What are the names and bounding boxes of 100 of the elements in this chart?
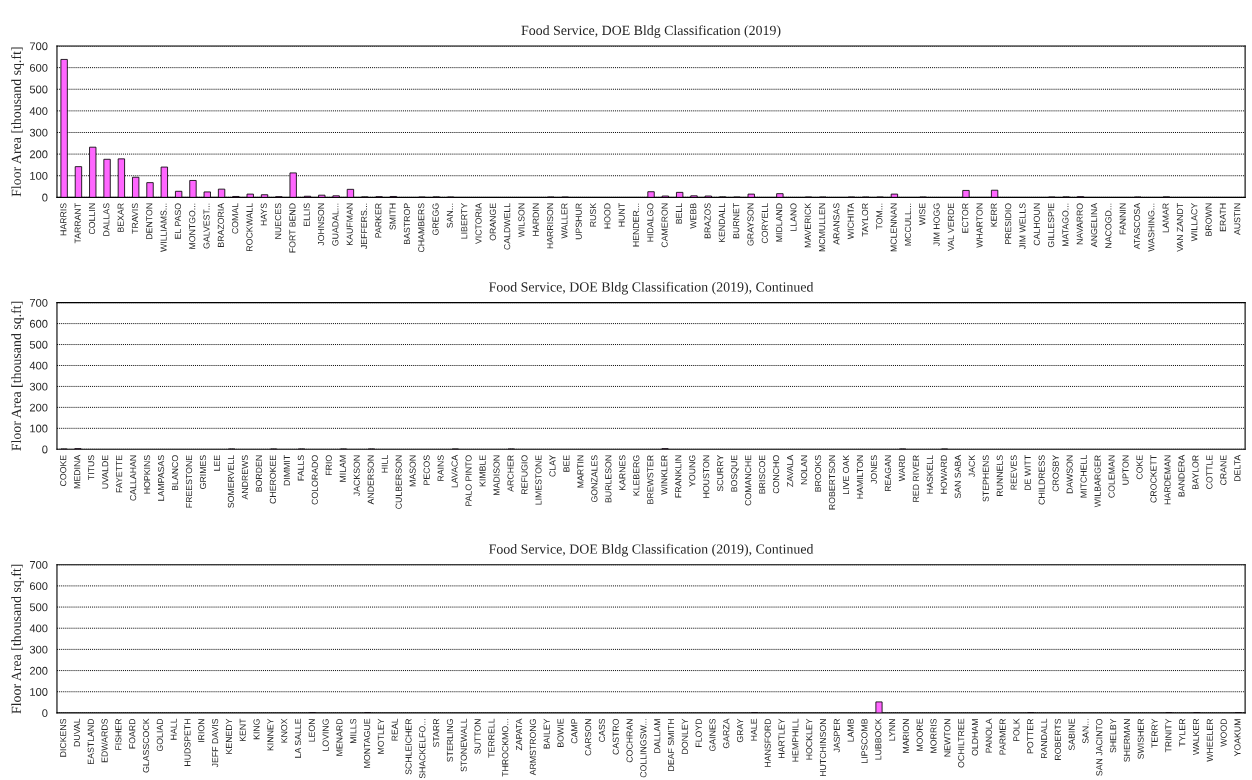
bar	[89, 146, 97, 198]
x-tick-label: KIMBLE	[479, 455, 486, 487]
x-tick-label: BOSQUE	[731, 455, 739, 492]
x-tick-label: PECOS	[423, 455, 430, 485]
x-tick-label: KENT	[239, 718, 246, 742]
x-tick-label: DEAF SMITH	[667, 719, 675, 771]
x-tick-label: KARNES	[619, 455, 626, 491]
bar	[990, 189, 999, 198]
x-tick-label: HANSFORD	[764, 718, 771, 767]
x-tick-label: BEE	[563, 455, 570, 472]
x-tick-label: BAYLOR	[1192, 455, 1199, 489]
x-tick-label: SHERMAN	[1123, 719, 1131, 762]
x-tick-label: LIBERTY	[461, 203, 468, 239]
y-tick-label: 100	[30, 424, 48, 433]
x-tick-label: BASTROP	[403, 203, 411, 244]
bar	[346, 188, 355, 198]
x-tick-label: SAN...	[1082, 719, 1089, 744]
chart-title: Food Service, DOE Bldg Classification (2019)	[521, 25, 781, 38]
x-tick-label: ZAVALA	[787, 454, 794, 487]
x-tick-label: WASHING...	[1148, 203, 1155, 252]
x-tick-label: MORRIS	[930, 718, 937, 753]
x-tick-label: BORDEN	[255, 455, 262, 492]
x-tick-label: REAL	[391, 718, 398, 741]
x-tick-label: DIMMIT	[283, 455, 290, 486]
y-tick-label: 100	[30, 688, 48, 696]
x-tick-label: HALL	[170, 718, 177, 740]
x-tick-label: KLEBERG	[633, 455, 640, 496]
x-tick-label: MARTIN	[577, 455, 584, 488]
y-tick-label: 700	[29, 298, 48, 307]
x-tick-label: HARDIN	[532, 203, 539, 236]
x-tick-label: TERRELL	[488, 718, 495, 758]
y-tick-label: 400	[29, 107, 48, 116]
x-tick-label: MONTAGUE	[363, 718, 371, 768]
y-tick-label: 0	[42, 445, 48, 454]
y-tick-label: 400	[29, 624, 48, 633]
x-tick-label: ROCKWALL	[246, 203, 253, 251]
x-tick-label: KENDALL	[718, 203, 725, 243]
bar	[203, 191, 211, 198]
x-tick-label: TYLER	[1179, 718, 1186, 747]
x-tick-label: UVALDE	[102, 455, 109, 489]
x-tick-label: REAGAN	[884, 455, 892, 492]
x-tick-label: SWISHER	[1137, 718, 1144, 759]
x-tick-label: HOUSTON	[703, 455, 710, 498]
x-tick-label: TERRY	[1151, 718, 1158, 748]
x-tick-label: STERLING	[446, 719, 454, 762]
y-tick-label: 200	[29, 666, 48, 675]
x-tick-label: PRESIDIO	[1005, 203, 1012, 244]
x-tick-label: MITCHELL	[1080, 455, 1087, 498]
x-tick-label: BRISCOE	[759, 455, 766, 494]
x-tick-label: DENTON	[146, 203, 153, 239]
y-tick-label: 500	[29, 603, 48, 612]
x-tick-label: MOTLEY	[377, 718, 384, 754]
x-tick-label: HARTLEY	[778, 718, 785, 758]
x-tick-label: FAYETTE	[116, 455, 123, 493]
x-tick-label: HAYS	[260, 203, 267, 226]
x-tick-label: NACOGD...	[1105, 203, 1112, 248]
x-tick-label: CHEROKEE	[269, 455, 276, 504]
x-tick-label: LEON	[308, 719, 315, 742]
x-tick-label: PANOLA	[985, 718, 992, 753]
x-tick-label: VAL VERDE	[947, 203, 954, 251]
x-tick-label: MASON	[409, 455, 416, 487]
x-tick-label: MAVERICK	[804, 202, 811, 248]
x-tick-label: RED RIVER	[912, 455, 919, 502]
x-tick-label: ELLIS	[303, 203, 310, 227]
x-tick-label: LEE	[213, 455, 220, 471]
x-tick-label: BELL	[675, 203, 682, 224]
x-tick-label: WILBARGER	[1094, 455, 1101, 508]
x-tick-label: HIDALGO	[647, 203, 654, 242]
x-tick-label: WISE	[919, 203, 926, 226]
x-tick-label: TRINITY	[1165, 718, 1172, 753]
x-tick-label: ARANSAS	[833, 203, 840, 245]
x-tick-label: AUSTIN	[1234, 203, 1241, 235]
x-tick-label: ATASCOSA	[1133, 202, 1141, 250]
y-tick-label: 700	[29, 560, 48, 569]
x-tick-label: CRANE	[1220, 455, 1227, 486]
x-tick-label: CHILDRESS	[1038, 455, 1045, 505]
x-tick-label: GREGG	[432, 203, 439, 236]
x-tick-label: MILAM	[339, 455, 346, 482]
y-tick-label: 600	[29, 63, 48, 72]
x-tick-label: JONES	[870, 455, 878, 484]
x-tick-label: WILSON	[518, 203, 525, 238]
x-tick-label: REFUGIO	[521, 455, 528, 494]
x-tick-label: FOARD	[129, 718, 136, 749]
x-tick-label: CASTRO	[612, 718, 619, 755]
x-tick-label: FLOYD	[695, 718, 702, 747]
x-tick-label: HOCKLEY	[806, 718, 813, 760]
bar	[647, 191, 655, 198]
x-tick-label: BREWSTER	[647, 455, 654, 504]
x-tick-label: ROBERTSON	[828, 455, 836, 510]
x-tick-label: CAMP	[571, 718, 578, 744]
x-tick-label: LIVE OAK	[842, 454, 850, 494]
x-tick-label: JEFF DAVIS	[212, 718, 219, 768]
x-tick-label: DAWSON	[1066, 455, 1073, 494]
x-tick-label: JEFFERS...	[360, 203, 368, 249]
y-tick-label: 200	[29, 403, 48, 412]
x-tick-label: MCLENNAN	[890, 203, 897, 252]
x-tick-label: PARKER	[375, 203, 382, 238]
x-tick-label: BROWN	[1205, 203, 1212, 236]
y-tick-label: 300	[29, 645, 48, 654]
bar	[246, 193, 254, 198]
